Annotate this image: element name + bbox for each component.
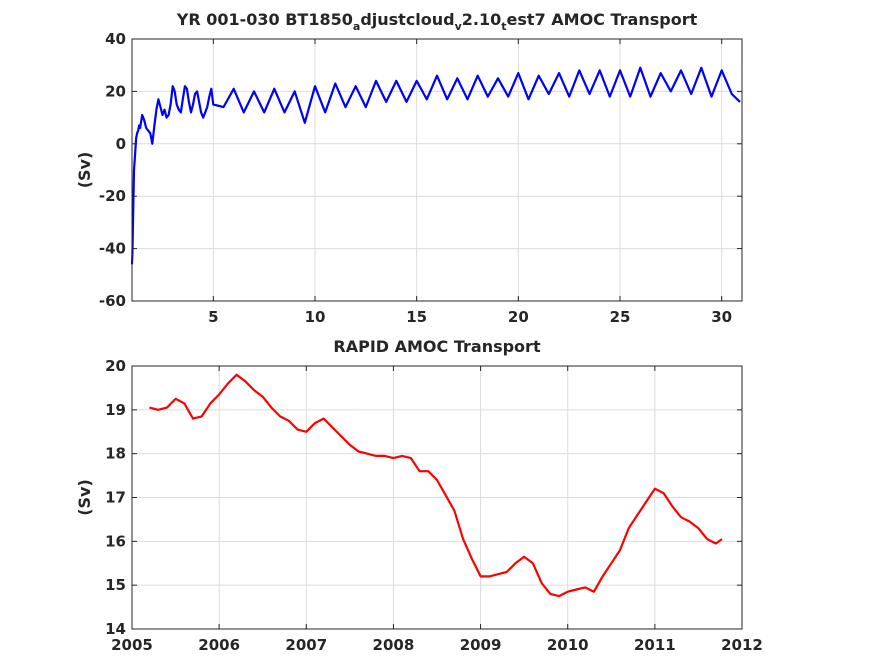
chart2-x-tick-label: 2011 (634, 636, 676, 654)
chart2-x-tick-label: 2009 (460, 636, 502, 654)
chart2-y-axis-label: (Sv) (75, 479, 94, 516)
chart1-x-tick-label: 15 (406, 308, 427, 326)
chart1-x-tick-label: 5 (208, 308, 218, 326)
chart1-y-tick-label: 0 (116, 135, 126, 153)
chart1-x-tick-label: 20 (508, 308, 529, 326)
chart1-title: YR 001-030 BT1850adjustcloudv2.10test7 A… (176, 10, 698, 33)
chart2-x-tick-label: 2010 (547, 636, 589, 654)
chart2-y-tick-label: 14 (105, 620, 126, 638)
chart1-y-tick-label: 40 (105, 30, 126, 48)
chart1-x-tick-label: 30 (711, 308, 732, 326)
chart2-y-tick-label: 19 (105, 401, 126, 419)
chart2-x-tick-label: 2007 (285, 636, 327, 654)
chart2-y-tick-label: 20 (105, 357, 126, 375)
chart2-title: RAPID AMOC Transport (333, 337, 541, 356)
chart1-y-tick-label: -40 (99, 240, 126, 258)
chart2-y-tick-label: 15 (105, 576, 126, 594)
chart1-y-tick-label: -20 (99, 187, 126, 205)
chart2-y-tick-label: 17 (105, 489, 126, 507)
chart2-series-line (149, 373, 723, 598)
chart1-plot-frame (131, 38, 743, 302)
chart2-x-tick-label: 2008 (373, 636, 415, 654)
chart1-series-line (130, 66, 741, 265)
chart1-y-axis-label: (Sv) (75, 152, 94, 189)
chart2-y-tick-label: 18 (105, 445, 126, 463)
chart2-x-tick-label: 2012 (721, 636, 763, 654)
chart1-y-tick-label: -60 (99, 292, 126, 310)
chart2-y-tick-label: 16 (105, 532, 126, 550)
chart2-x-tick-label: 2006 (198, 636, 240, 654)
chart1-x-tick-label: 25 (610, 308, 631, 326)
chart1-y-tick-label: 20 (105, 82, 126, 100)
chart2-x-tick-label: 2005 (111, 636, 153, 654)
chart1-x-tick-label: 10 (305, 308, 326, 326)
